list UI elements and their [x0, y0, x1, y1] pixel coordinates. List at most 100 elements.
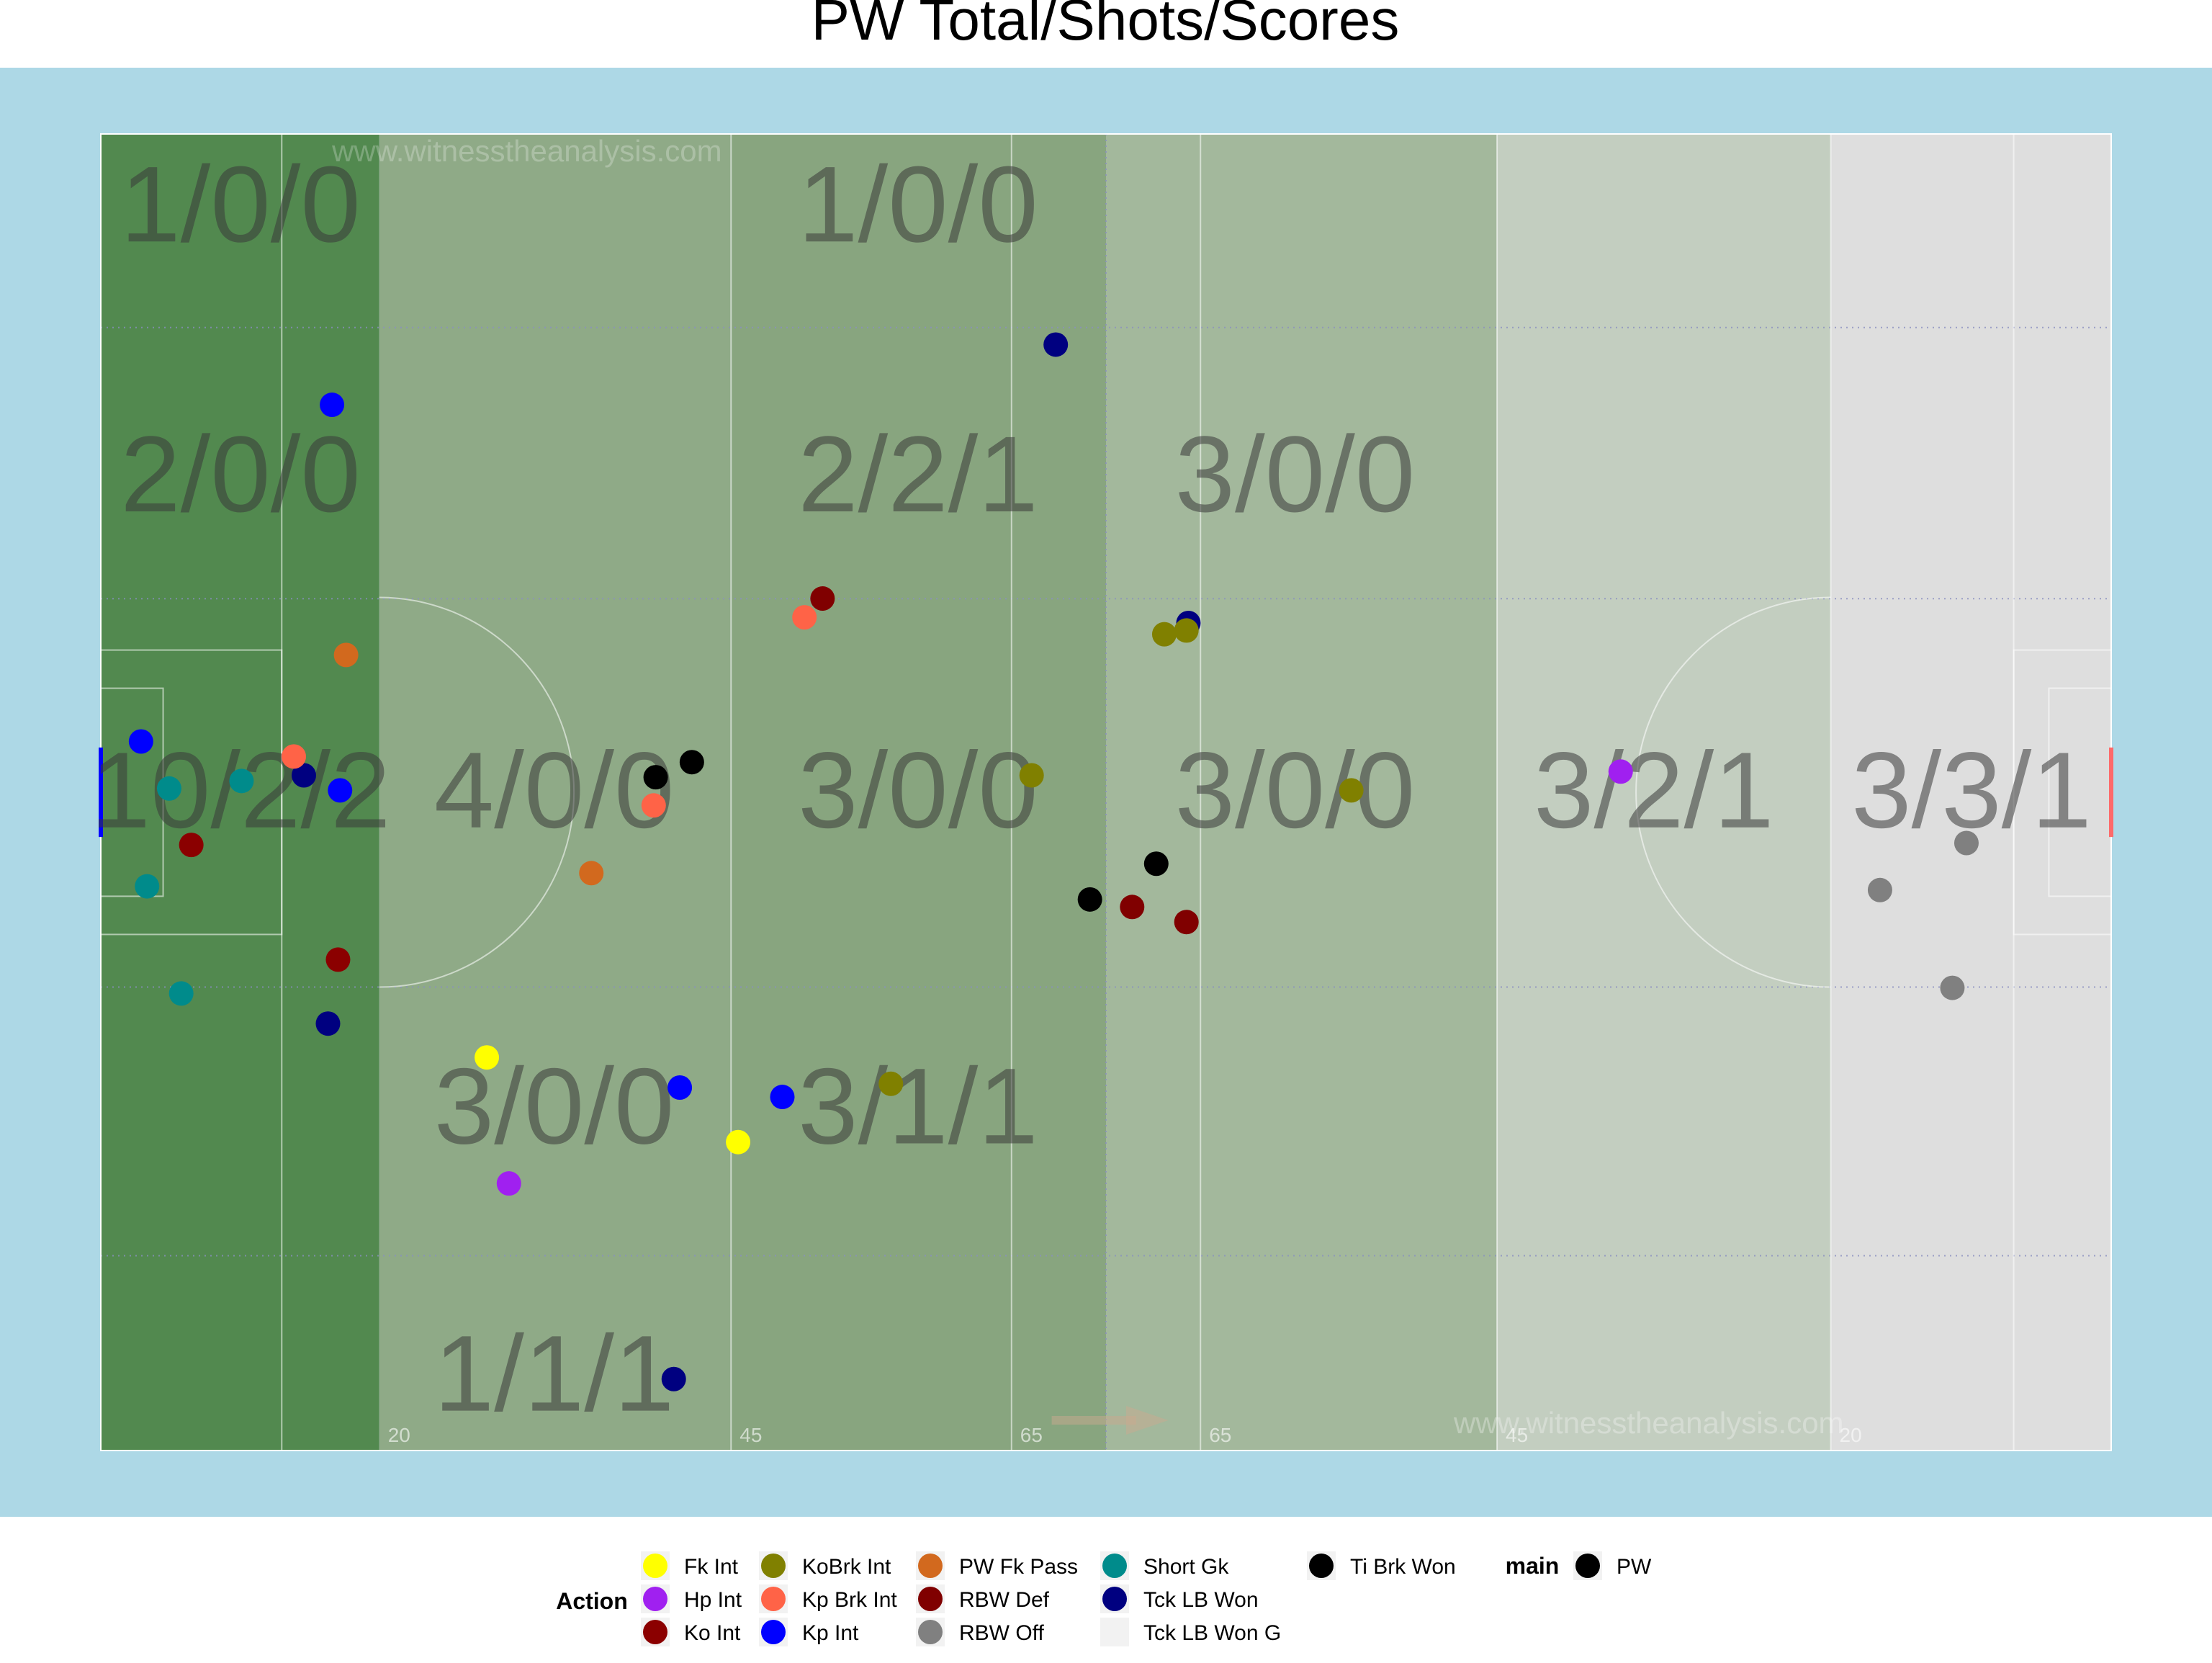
legend-label: Kp Int — [802, 1621, 859, 1645]
arc-right — [1636, 596, 1831, 988]
data-point — [1019, 763, 1044, 788]
data-point — [1151, 622, 1177, 647]
legend-label: Ti Brk Won — [1350, 1555, 1456, 1579]
data-point — [810, 586, 835, 611]
zone-band — [731, 134, 1106, 1451]
zone-label: 1/0/0 — [120, 143, 361, 264]
pitch-line-label: 20 — [1840, 1424, 1862, 1446]
data-point — [1174, 618, 1199, 643]
data-point — [1867, 877, 1892, 902]
legend-symbol — [1102, 1587, 1127, 1611]
data-point — [315, 1011, 341, 1036]
zone-label: 1/0/0 — [798, 143, 1038, 264]
pitch-line-label: 45 — [1506, 1424, 1528, 1446]
legend-label: Ko Int — [684, 1621, 741, 1645]
legend-title-main: main — [1506, 1553, 1560, 1579]
legend-symbol — [761, 1620, 786, 1644]
legend-symbol — [918, 1587, 943, 1611]
data-point — [333, 642, 359, 668]
pitch-line-label: 65 — [1209, 1424, 1231, 1446]
data-point — [579, 861, 604, 886]
data-point — [229, 768, 254, 794]
data-point — [496, 1171, 521, 1196]
legend-symbol — [1102, 1620, 1127, 1644]
data-point — [475, 1045, 500, 1070]
data-point — [643, 765, 668, 790]
legend-symbol — [643, 1620, 667, 1644]
zone-label: 3/1/1 — [798, 1045, 1038, 1166]
direction-arrow-head — [1125, 1406, 1169, 1435]
zone-band — [1830, 134, 2111, 1451]
watermark: www.witnesstheanalysis.com — [331, 134, 722, 168]
legend-label: PW Fk Pass — [959, 1555, 1078, 1579]
data-point — [291, 763, 316, 788]
data-point — [328, 778, 353, 803]
data-point — [135, 874, 160, 899]
legend-label: RBW Def — [959, 1588, 1050, 1612]
data-point — [661, 1366, 686, 1391]
pitch-line-label: 65 — [1020, 1424, 1043, 1446]
legend-symbol — [761, 1587, 786, 1611]
zone-label: 3/0/0 — [1175, 413, 1416, 534]
data-point — [878, 1071, 904, 1096]
data-point — [1954, 830, 1979, 856]
plot-panel: 20 45 65 65 45 20www.witnesstheanalysis.comww… — [0, 68, 2212, 1517]
data-point — [1077, 887, 1102, 912]
legend-label: Tck LB Won — [1143, 1588, 1259, 1612]
data-point — [128, 729, 153, 754]
data-point — [320, 393, 345, 418]
data-point — [1120, 895, 1145, 920]
zone-band — [1106, 134, 1498, 1451]
legend-label: Fk Int — [684, 1555, 739, 1579]
data-point — [1339, 778, 1364, 803]
data-point — [156, 776, 181, 801]
legend-label: Tck LB Won G — [1143, 1621, 1281, 1645]
data-point — [1174, 910, 1199, 935]
zone-band — [379, 134, 732, 1451]
legend-symbol — [761, 1554, 786, 1578]
legend-label: Kp Brk Int — [802, 1588, 897, 1612]
zone-label: 3/0/0 — [798, 730, 1038, 851]
zone-label: 3/2/1 — [1534, 730, 1774, 851]
legend-label: PW — [1617, 1555, 1652, 1579]
legend-label: Short Gk — [1143, 1555, 1229, 1579]
legend-symbol — [1102, 1554, 1127, 1578]
chart-title: PW Total/Shots/Scores — [811, 0, 1400, 52]
data-point — [641, 793, 666, 818]
watermark: www.witnesstheanalysis.com — [1453, 1406, 1844, 1440]
data-point — [1608, 759, 1633, 784]
zone-label: 3/3/1 — [1851, 730, 2092, 851]
legend-label: Hp Int — [684, 1588, 742, 1612]
data-point — [282, 744, 307, 769]
legend-symbol — [918, 1620, 943, 1644]
data-point — [726, 1129, 751, 1155]
legend-symbol — [643, 1587, 667, 1611]
legend-label: KoBrk Int — [802, 1555, 891, 1579]
data-point — [792, 605, 817, 630]
legend-title-action: Action — [556, 1588, 628, 1614]
pitch-line-label: 45 — [739, 1424, 762, 1446]
data-point — [667, 1075, 693, 1100]
zone-label: 4/0/0 — [434, 730, 675, 851]
zone-label: 2/0/0 — [120, 413, 361, 534]
data-point — [1043, 332, 1069, 357]
data-point — [1940, 975, 1965, 1000]
zone-band — [1497, 134, 1831, 1451]
data-point — [168, 981, 194, 1006]
zone-label: 3/0/0 — [1175, 730, 1416, 851]
data-point — [679, 750, 704, 775]
legend-symbol — [643, 1554, 667, 1578]
zone-label: 1/1/1 — [434, 1313, 675, 1434]
legend-label: RBW Off — [959, 1621, 1044, 1645]
legend-symbol — [1309, 1554, 1334, 1578]
zone-label: 3/0/0 — [434, 1045, 675, 1166]
arc-left — [379, 596, 575, 988]
data-point — [770, 1085, 795, 1110]
legend-symbol — [1575, 1554, 1600, 1578]
data-point — [325, 947, 351, 972]
data-point — [179, 833, 204, 858]
zone-label: 2/2/1 — [798, 413, 1038, 534]
data-point — [1143, 851, 1169, 877]
pitch-line-label: 20 — [388, 1424, 410, 1446]
